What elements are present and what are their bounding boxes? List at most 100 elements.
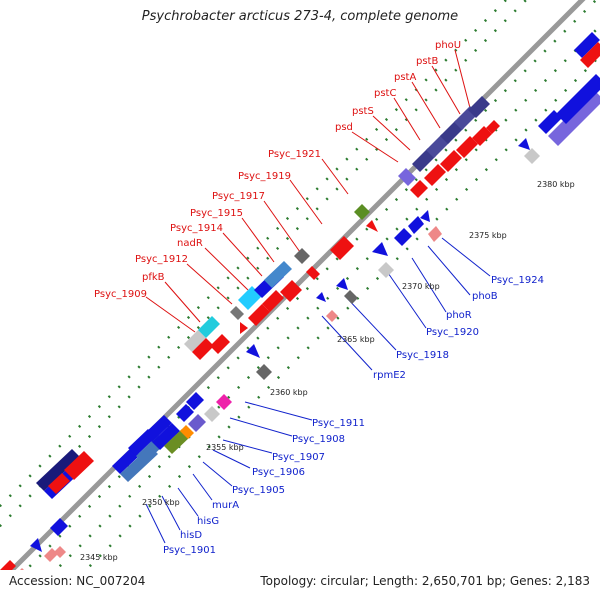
leader-line: [244, 401, 313, 421]
leader-line: [344, 295, 397, 351]
gene-block-navy: [36, 449, 80, 491]
gene-label: murA: [212, 500, 239, 511]
gene-arrow-red: [64, 451, 94, 480]
accession-label: Accession: NC_007204: [9, 574, 146, 588]
leader-line: [145, 296, 196, 333]
forward-gene-blocks: [36, 32, 600, 499]
gene-block-silver: [378, 262, 394, 278]
gene-block-steelblue: [264, 261, 292, 288]
gene-block-red: [424, 164, 446, 186]
gene-label: Psyc_1909: [94, 289, 147, 300]
gene-block-red: [580, 42, 600, 68]
gene-block-gray: [344, 290, 358, 304]
leader-line: [411, 257, 447, 313]
forward-gene-labels: Psyc_1909 pfkB Psyc_1912 nadR Psyc_1914 …: [94, 40, 461, 300]
gene-label: hisD: [180, 530, 202, 541]
gene-block-red: [248, 304, 270, 326]
gene-label: nadR: [177, 238, 203, 249]
leader-line: [351, 131, 399, 163]
gene-block-blue: [176, 404, 194, 422]
gene-label: Psyc_1907: [272, 452, 325, 463]
leader-line: [241, 217, 275, 263]
reverse-gene-labels: Psyc_1901 hisD hisG murA Psyc_1905 Psyc_…: [163, 275, 544, 556]
gene-block-pink: [54, 546, 66, 558]
gene-block-gray: [294, 248, 310, 264]
leader-line: [164, 281, 201, 323]
gene-block-red: [262, 290, 284, 312]
leader-line: [441, 237, 491, 277]
gene-block-red: [240, 322, 248, 334]
gene-label: Psyc_1901: [163, 545, 216, 556]
gene-label: Psyc_1918: [396, 350, 449, 361]
leader-line: [427, 245, 471, 296]
gene-label: Psyc_1911: [312, 418, 365, 429]
gene-label: Psyc_1921: [268, 149, 321, 160]
gene-block-olive: [164, 429, 190, 454]
axis-tick-label: 2345 kbp: [80, 553, 118, 562]
gene-label: Psyc_1908: [292, 434, 345, 445]
leader-line: [393, 97, 421, 141]
gene-label: pstB: [416, 56, 438, 67]
leader-line: [385, 269, 427, 329]
topology-summary: Topology: circular; Length: 2,650,701 bp…: [260, 574, 590, 588]
gene-label: pstA: [394, 72, 416, 83]
map-body: 2345 kbp 2350 kbp 2355 kbp 2360 kbp 2365…: [0, 0, 600, 570]
figure-title: Psychrobacter arcticus 273-4, complete g…: [141, 9, 459, 24]
leader-line: [454, 49, 471, 109]
gene-block-blue: [574, 32, 600, 58]
gene-block-red: [472, 126, 492, 146]
gene-label: Psyc_1924: [491, 275, 544, 286]
gene-label: Psyc_1915: [190, 208, 243, 219]
axis-tick-label: 2375 kbp: [469, 231, 507, 240]
gene-arrow-blue: [336, 278, 348, 290]
leader-line: [186, 263, 233, 305]
gene-label: Psyc_1912: [135, 254, 188, 265]
leader-line: [263, 200, 301, 253]
leader-line: [204, 247, 249, 291]
gene-block-silver: [204, 406, 220, 422]
leader-line: [222, 439, 273, 454]
gene-block-red: [440, 150, 462, 172]
gene-block-gray: [256, 364, 272, 380]
gene-block-pink: [428, 226, 442, 242]
gene-arrow-blue: [372, 242, 388, 256]
lane-guide-outer: [0, 0, 508, 508]
gene-label: phoB: [472, 291, 498, 302]
gene-block-blue: [394, 228, 412, 246]
gene-block-slateblue: [548, 90, 600, 146]
leader-line: [431, 65, 461, 115]
gene-block-silver: [184, 330, 206, 352]
gene-block-blue: [538, 110, 562, 134]
gene-block-blue: [556, 74, 600, 124]
gene-label: Psyc_1919: [238, 171, 291, 182]
forward-leader-lines: [145, 49, 471, 333]
reverse-gene-blocks: [0, 210, 442, 570]
genome-map: 2345 kbp 2350 kbp 2355 kbp 2360 kbp 2365…: [0, 0, 600, 570]
leader-line: [411, 81, 441, 129]
gene-block-red: [486, 120, 500, 134]
gene-block-red: [48, 473, 70, 494]
gene-label: phoU: [435, 40, 461, 51]
gene-block-blue: [408, 216, 424, 234]
gene-block-cyan: [198, 316, 220, 338]
genome-backbone: [8, 0, 586, 570]
gene-block-blue: [186, 392, 204, 410]
leader-line: [192, 473, 213, 501]
leader-line: [229, 417, 293, 437]
gene-block-pink: [326, 310, 338, 322]
leader-line: [372, 115, 411, 151]
gene-arrow-blue: [420, 210, 430, 222]
axis-tick-label: 2365 kbp: [337, 335, 375, 344]
gene-block-magenta: [216, 394, 232, 410]
gene-block-blue: [50, 518, 68, 536]
gene-arrow-blue: [316, 292, 326, 302]
gene-block-olive: [354, 204, 370, 220]
gene-arrow-red: [410, 180, 428, 198]
leader-line: [321, 158, 349, 195]
gene-label: pstC: [374, 88, 396, 99]
leader-line: [222, 232, 263, 277]
gene-label: Psyc_1914: [170, 223, 223, 234]
gene-block-pink: [20, 568, 24, 570]
gene-block-gray: [230, 306, 244, 320]
